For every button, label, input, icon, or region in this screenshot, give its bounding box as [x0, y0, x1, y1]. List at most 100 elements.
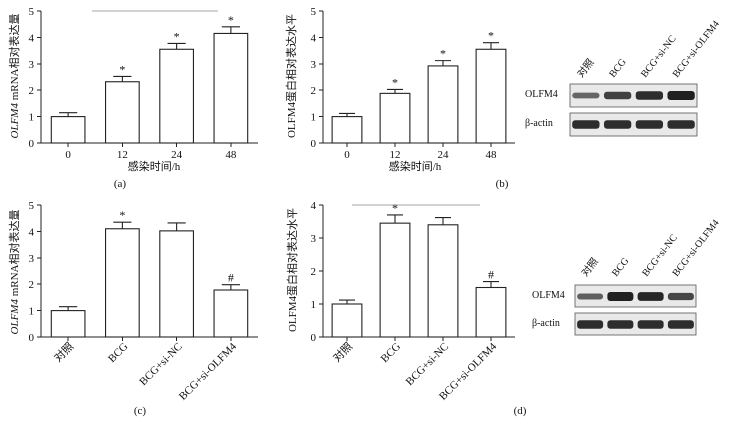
y-tick-label: 4 — [311, 200, 317, 212]
y-tick-label: 4 — [29, 226, 35, 238]
bar — [331, 303, 363, 338]
y-tick-label: 4 — [29, 32, 35, 44]
y-tick-label: 1 — [29, 112, 35, 124]
blot-row-label: OLFM4 — [532, 290, 565, 301]
bar — [159, 48, 194, 144]
bar — [50, 310, 86, 338]
x-tick-label: 48 — [486, 149, 498, 161]
y-axis-label: OLFM4 mRNA相对表达量 — [7, 210, 21, 335]
blot-strip — [574, 284, 697, 308]
x-tick-label: BCG+si-OLFM4 — [177, 340, 239, 402]
blot-band — [635, 120, 664, 129]
bar — [331, 116, 363, 144]
y-tick-label: 5 — [29, 200, 35, 212]
y-tick-label: 1 — [311, 112, 317, 124]
bar — [159, 230, 194, 338]
blot-lane-label: BCG — [607, 57, 628, 80]
bar — [475, 286, 507, 338]
bar — [105, 228, 140, 338]
significance-marker: * — [392, 201, 398, 215]
blot-strip — [569, 112, 698, 137]
bar — [475, 48, 507, 144]
bar — [213, 32, 249, 144]
x-tick-label: 24 — [438, 149, 450, 161]
x-tick-label: 0 — [65, 149, 71, 161]
x-tick-label: 0 — [344, 149, 350, 161]
blot-band — [667, 91, 695, 100]
y-tick-label: 0 — [311, 332, 317, 344]
y-tick-label: 2 — [29, 85, 35, 97]
blot-row-label: β-actin — [525, 118, 553, 129]
blot-lane-label: 对照 — [578, 255, 601, 279]
blot-strip — [574, 312, 697, 336]
blot-row-label: OLFM4 — [525, 89, 558, 100]
y-tick-label: 3 — [311, 233, 317, 245]
x-tick-label: 48 — [225, 149, 237, 161]
blot-band — [577, 293, 604, 300]
blot-band — [572, 92, 600, 99]
y-tick-label: 0 — [29, 332, 35, 344]
significance-marker: * — [119, 62, 125, 76]
y-tick-label: 3 — [29, 253, 35, 265]
significance-marker: * — [488, 29, 494, 43]
blot-band — [577, 320, 604, 329]
blot-band — [635, 91, 664, 100]
blot-lane-label: BCG+si-OLFM4 — [671, 218, 722, 279]
blot-band — [667, 292, 694, 301]
y-tick-label: 2 — [29, 279, 35, 291]
panel-label: (c) — [134, 405, 147, 417]
y-axis-label: OLFM4蛋白相对表达水平 — [285, 208, 299, 332]
bar — [379, 92, 411, 144]
y-tick-label: 4 — [311, 32, 317, 44]
blot-lane-label: BCG — [610, 256, 631, 279]
blot-band — [637, 320, 664, 329]
bar — [379, 222, 411, 338]
y-tick-label: 2 — [311, 85, 317, 97]
blot-band — [667, 320, 694, 329]
x-tick-label: 24 — [171, 149, 183, 161]
bar — [105, 81, 140, 144]
x-tick-label: BCG+si-NC — [137, 341, 184, 388]
x-tick-label: 12 — [117, 149, 128, 161]
significance-marker: * — [440, 47, 446, 61]
y-axis-label: OLFM4 mRNA相对表达量 — [7, 14, 21, 139]
significance-marker: * — [119, 208, 125, 222]
x-tick-label: BCG — [106, 341, 131, 366]
blot-lane-label: BCG+si-OLFM4 — [671, 19, 722, 80]
significance-marker: # — [228, 271, 234, 285]
bar — [213, 289, 249, 338]
y-tick-label: 1 — [311, 299, 317, 311]
x-tick-label: 对照 — [330, 339, 355, 364]
y-tick-label: 5 — [311, 6, 317, 18]
y-tick-label: 3 — [311, 59, 317, 71]
significance-marker: * — [174, 29, 180, 43]
blot-band — [607, 292, 634, 301]
panel-label: (b) — [496, 178, 509, 190]
y-tick-label: 0 — [29, 138, 35, 150]
blot-band — [667, 120, 695, 129]
x-tick-label: 对照 — [51, 339, 76, 364]
blot-strip — [569, 83, 698, 108]
blot-lane-label: 对照 — [574, 56, 597, 80]
y-tick-label: 5 — [29, 6, 35, 18]
x-axis-label: 感染时间/h — [389, 159, 442, 173]
y-tick-label: 3 — [29, 59, 35, 71]
y-tick-label: 1 — [29, 306, 35, 318]
blot-band — [603, 91, 632, 100]
x-tick-label: 12 — [390, 149, 401, 161]
blot-band — [603, 120, 632, 129]
y-tick-label: 0 — [311, 138, 317, 150]
bar — [427, 224, 459, 338]
blot-band — [607, 320, 634, 329]
panel-label: (a) — [114, 178, 127, 190]
x-tick-label: BCG — [379, 341, 404, 366]
x-tick-label: BCG+si-NC — [404, 341, 451, 388]
blot-band — [637, 292, 664, 301]
blot-row-label: β-actin — [532, 318, 560, 329]
blot-band — [572, 120, 600, 129]
